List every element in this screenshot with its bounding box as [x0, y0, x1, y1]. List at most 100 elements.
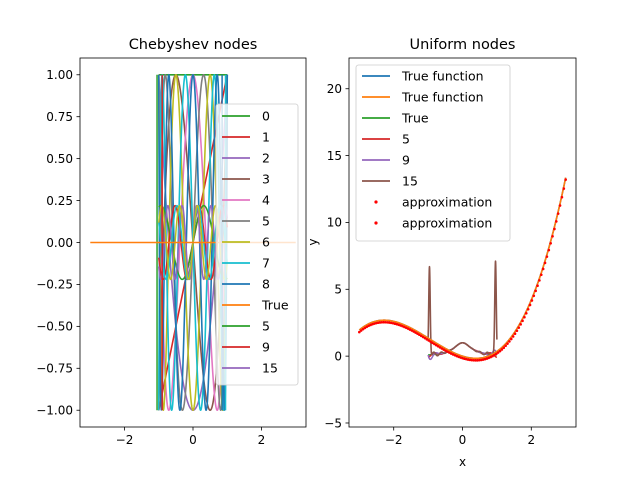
- approximation-point: [536, 284, 539, 288]
- approximation-point: [438, 346, 442, 349]
- approximation-point: [359, 329, 363, 332]
- approximation-point: [436, 344, 440, 348]
- approximation-point: [433, 342, 436, 346]
- left-legend-label: 5: [262, 319, 270, 334]
- approximation-point: [519, 323, 522, 326]
- approximation-point: [498, 349, 502, 353]
- approximation-point: [419, 334, 423, 338]
- right-panel-title: Uniform nodes: [410, 37, 516, 53]
- approximation-points: [358, 178, 567, 362]
- right-panel-ytick-label: 20: [327, 82, 342, 96]
- left-legend-label: 6: [262, 235, 270, 250]
- right-legend-box: [355, 64, 511, 242]
- approximation-point: [562, 187, 566, 190]
- left-panel-xtick-label: 0: [189, 433, 197, 447]
- approximation-point: [511, 335, 515, 338]
- approximation-point: [547, 248, 551, 252]
- left-panel-ytick-label: 0.75: [46, 110, 73, 124]
- approximation-point: [421, 335, 425, 339]
- approximation-point: [558, 204, 562, 207]
- approximation-point: [530, 299, 534, 302]
- approximation-point: [429, 340, 432, 343]
- right-legend-label: 9: [402, 153, 410, 168]
- approximation-point: [502, 346, 506, 349]
- left-legend-label: True: [261, 298, 289, 313]
- left-panel-ytick-label: −0.75: [36, 362, 73, 376]
- approximation-point: [476, 359, 479, 362]
- approximation-point: [431, 341, 434, 345]
- left-panel-ytick-label: 0.50: [46, 152, 73, 166]
- right-panel-xtick-label: 2: [527, 433, 535, 447]
- left-legend-label: 0: [262, 109, 270, 124]
- approximation-point: [523, 315, 526, 319]
- approximation-point: [380, 321, 384, 324]
- approximation-point: [500, 348, 504, 351]
- approximation-point: [524, 312, 528, 315]
- approximation-point: [494, 352, 498, 356]
- approximation-point: [423, 336, 427, 340]
- left-legend: 0 1 2 3 4 5 6 7 8 True 5 9 15: [215, 103, 299, 386]
- approximation-point: [538, 279, 541, 282]
- left-legend-label: 3: [262, 172, 270, 187]
- right-legend-label: True function: [401, 69, 484, 84]
- approximation-point: [378, 321, 382, 324]
- approximation-point: [434, 343, 438, 347]
- approximation-point: [551, 234, 554, 238]
- left-legend-label: 9: [262, 340, 270, 355]
- left-panel-ytick-label: 0.25: [46, 194, 73, 208]
- right-legend-label: True function: [401, 90, 484, 105]
- approximation-point: [513, 332, 517, 335]
- approximation-point: [506, 342, 509, 345]
- approximation-point: [534, 289, 537, 293]
- approximation-point: [358, 330, 361, 334]
- approximation-point: [509, 337, 513, 341]
- approximation-point: [549, 242, 552, 245]
- right-panel-ylabel: y: [306, 238, 320, 245]
- chebyshev-poly-8-line: [157, 73, 229, 411]
- approximation-point: [521, 319, 524, 323]
- approximation-point: [361, 327, 365, 331]
- approximation-point: [543, 261, 547, 265]
- left-panel-xtick-label: −2: [116, 433, 134, 447]
- right-legend-marker: [374, 221, 378, 225]
- right-panel-ytick-label: −5: [324, 416, 342, 430]
- approximation-point: [504, 344, 507, 348]
- approximation-point: [541, 267, 545, 271]
- left-legend-label: 4: [262, 193, 270, 208]
- approximation-point: [556, 212, 560, 215]
- left-legend-label: 5: [262, 214, 270, 229]
- approximation-point: [472, 358, 476, 362]
- approximation-point: [384, 320, 387, 324]
- approximation-point: [539, 273, 543, 277]
- right-panel-xtick-label: 0: [459, 433, 467, 447]
- right-legend-label: approximation: [402, 216, 492, 231]
- approximation-point: [555, 220, 558, 223]
- approximation-point: [553, 227, 556, 231]
- left-legend-label: 7: [262, 256, 270, 271]
- right-panel-xtick-label: −2: [385, 433, 403, 447]
- right-legend-label: True: [401, 111, 429, 126]
- approximation-point: [382, 320, 386, 324]
- left-panel-xtick-label: 2: [258, 433, 266, 447]
- approximation-point: [474, 359, 477, 362]
- approximation-point: [427, 339, 431, 342]
- approximation-point: [564, 178, 567, 181]
- right-legend-marker: [374, 200, 378, 204]
- approximation-point: [425, 338, 429, 341]
- left-panel-title: Chebyshev nodes: [129, 37, 258, 53]
- approximation-point: [418, 333, 421, 337]
- right-legend-label: 15: [402, 174, 418, 189]
- approximation-point: [363, 326, 367, 330]
- right-panel-xlabel: x: [459, 455, 466, 469]
- right-panel-ytick-label: 0: [334, 349, 342, 363]
- left-legend-label: 8: [262, 277, 270, 292]
- left-legend-label: 15: [262, 361, 278, 376]
- approximation-point: [470, 358, 474, 362]
- left-panel-ytick-label: −0.25: [36, 278, 73, 292]
- approximation-point: [560, 195, 564, 199]
- approximation-point: [528, 303, 532, 307]
- approximation-point: [526, 307, 530, 311]
- approximation-point: [545, 255, 549, 258]
- left-panel-ytick-label: −0.50: [36, 320, 73, 334]
